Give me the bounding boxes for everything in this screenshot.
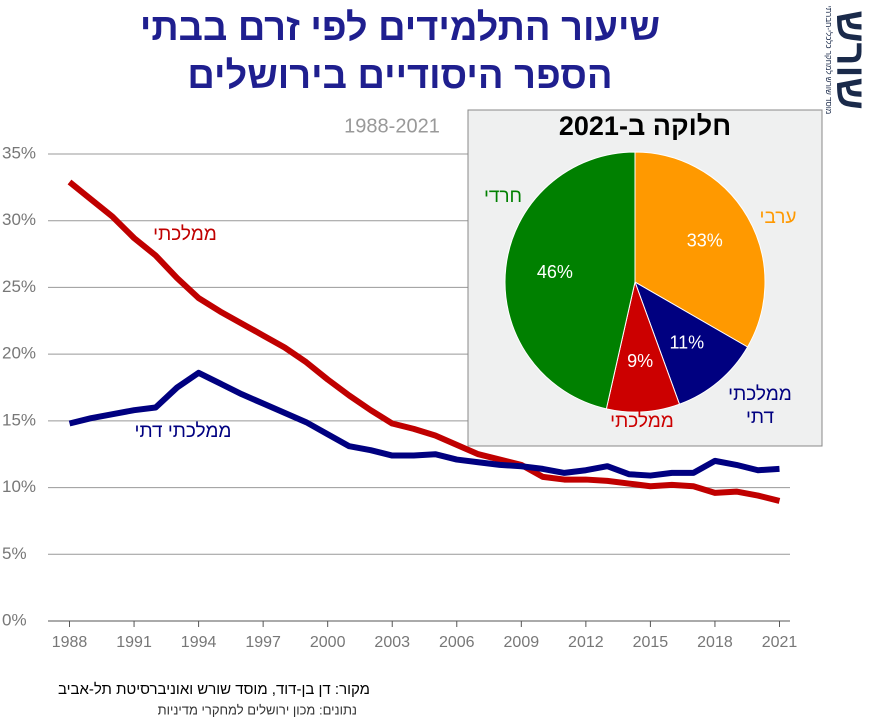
series-line bbox=[68, 369, 780, 479]
x-tick-label: 2015 bbox=[633, 634, 669, 651]
x-tick-label: 1994 bbox=[181, 634, 217, 651]
subtitle: 1988-2021 bbox=[344, 115, 440, 137]
pie-slice bbox=[504, 151, 636, 410]
series-line bbox=[67, 179, 781, 504]
value-label: 9% bbox=[627, 351, 653, 371]
x-tick-label: 2003 bbox=[374, 634, 410, 651]
x-tick-label: 2009 bbox=[504, 634, 540, 651]
y-tick-label: 30% bbox=[2, 210, 36, 229]
chart-title: שיעור התלמידים לפי זרם בבתי bbox=[140, 7, 660, 49]
pie-slice bbox=[634, 151, 766, 348]
pie-title: חלוקה ב-2021 bbox=[559, 111, 731, 141]
data-note: נתונים: מכון ירושלים למחקרי מדיניות bbox=[158, 702, 357, 717]
x-tick-label: 2012 bbox=[568, 634, 604, 651]
logo: שורש bbox=[828, 10, 869, 110]
x-tick-label: 1988 bbox=[52, 634, 88, 651]
pie-slice bbox=[634, 280, 749, 405]
value-label: 11% bbox=[669, 332, 704, 352]
logo-caption: מוסד שורש למחקר כלכלי-חברתי bbox=[824, 6, 833, 115]
x-tick-label: 1997 bbox=[245, 634, 281, 651]
value-label: 46% bbox=[537, 262, 573, 282]
series-label: ממלכתי bbox=[153, 224, 217, 245]
y-tick-label: 0% bbox=[2, 610, 27, 629]
y-tick-label: 20% bbox=[2, 344, 36, 363]
x-tick-label: 1991 bbox=[116, 634, 152, 651]
slice-name: ממלכתי דתי bbox=[728, 384, 792, 428]
y-tick-label: 35% bbox=[2, 143, 36, 162]
y-tick-label: 25% bbox=[2, 277, 36, 296]
x-tick-label: 2006 bbox=[439, 634, 475, 651]
slice-name: חרדי bbox=[483, 186, 523, 207]
x-tick-label: 2021 bbox=[762, 634, 798, 651]
series-label: ממלכתי דתי bbox=[135, 421, 232, 442]
y-tick-label: 10% bbox=[2, 477, 36, 496]
source: מקור: דן בן-דוד, מוסד שורש ואוניברסיטת ת… bbox=[58, 681, 370, 698]
value-label: 33% bbox=[687, 230, 723, 250]
slice-name: ערבי bbox=[759, 207, 797, 228]
y-tick-label: 15% bbox=[2, 410, 36, 429]
x-tick-label: 2018 bbox=[697, 634, 733, 651]
y-tick-label: 5% bbox=[2, 544, 27, 563]
chart-title: הספר היסודיים בירושלים bbox=[187, 55, 612, 97]
slice-name: ממלכתי bbox=[610, 411, 674, 432]
x-tick-label: 2000 bbox=[310, 634, 346, 651]
